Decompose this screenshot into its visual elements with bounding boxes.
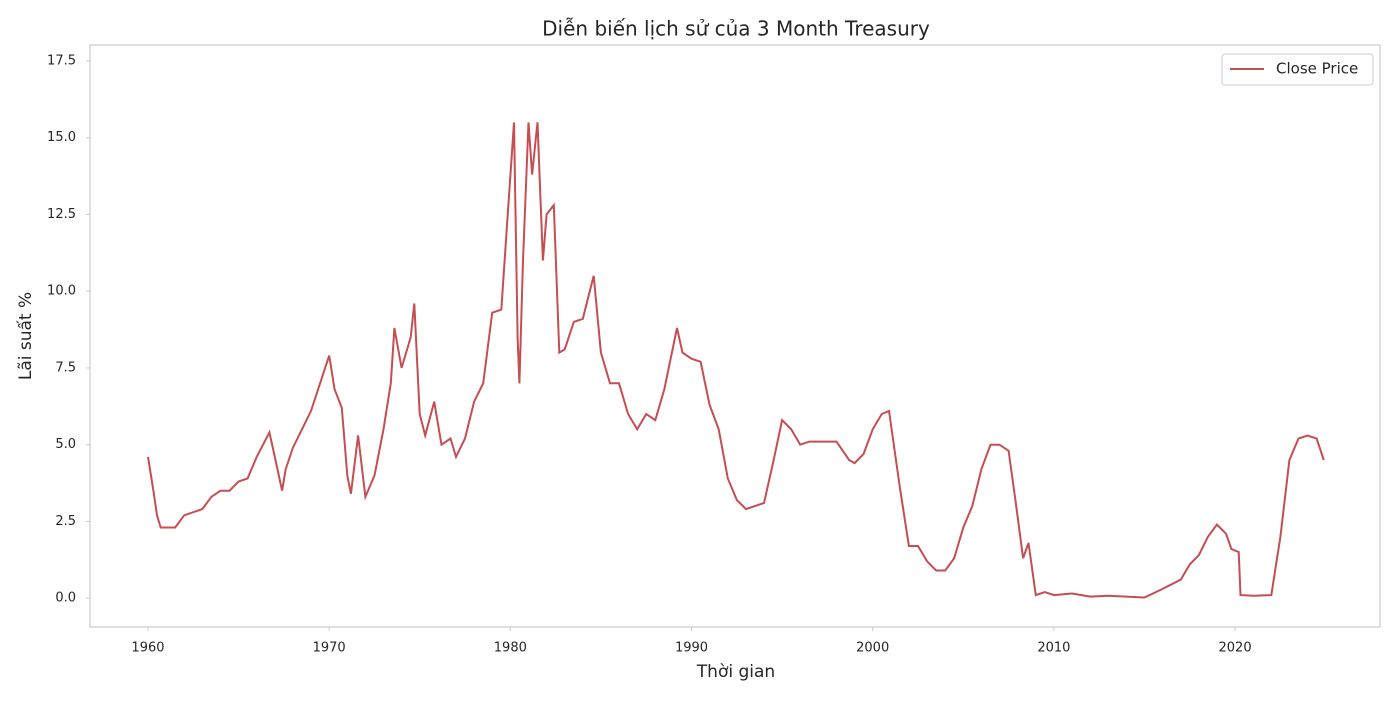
- y-tick-label: 10.0: [47, 284, 76, 299]
- y-tick-label: 2.5: [55, 514, 76, 529]
- plot-frame: [89, 44, 1381, 628]
- y-tick-label: 17.5: [47, 53, 76, 68]
- y-tick-label: 0.0: [55, 591, 76, 606]
- y-axis-label: Lãi suất %: [15, 292, 36, 380]
- legend-label: Close Price: [1276, 60, 1358, 78]
- x-tick-label: 2000: [856, 641, 889, 656]
- y-tick-label: 12.5: [47, 207, 76, 222]
- data-line: [147, 122, 1325, 599]
- chart-title: Diễn biến lịch sử của 3 Month Treasury: [542, 17, 930, 41]
- x-tick-label: 1970: [313, 641, 346, 656]
- x-axis-label: Thời gian: [696, 662, 775, 682]
- x-tick-label: 1960: [131, 641, 164, 656]
- x-tick-label: 1980: [494, 641, 527, 656]
- y-tick-label: 5.0: [55, 437, 76, 452]
- y-tick-label: 7.5: [55, 360, 76, 375]
- x-tick-label: 1990: [675, 641, 708, 656]
- x-tick-label: 2020: [1219, 641, 1252, 656]
- y-tick-label: 15.0: [47, 130, 76, 145]
- x-tick-label: 2010: [1037, 641, 1070, 656]
- legend-box: [1221, 53, 1374, 86]
